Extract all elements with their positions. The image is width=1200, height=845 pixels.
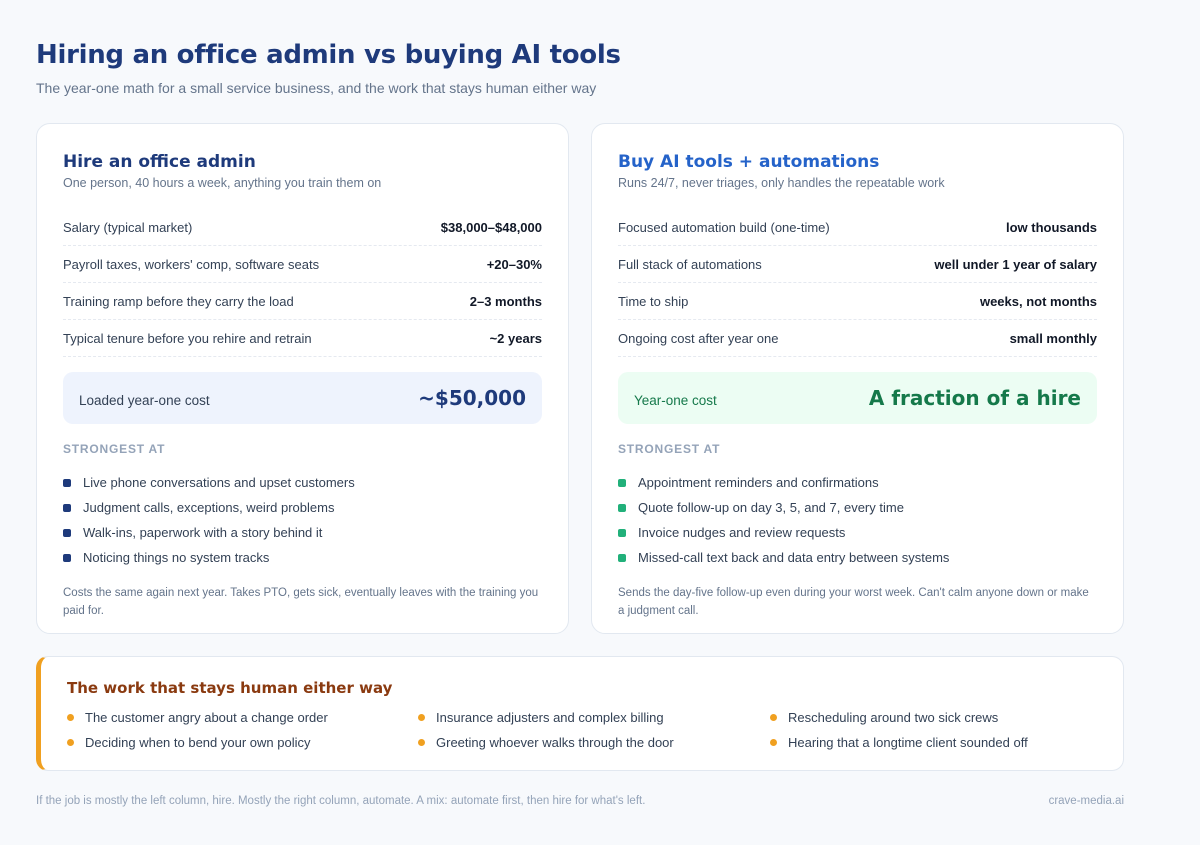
cost-row-value: $38,000–$48,000 [440,219,542,235]
total-cost-value: A fraction of a hire [868,386,1081,410]
cost-row: Training ramp before they carry the load… [63,283,542,320]
list-item-text: Walk-ins, paperwork with a story behind … [83,525,323,540]
page-subtitle: The year-one math for a small service bu… [36,80,597,96]
dot-bullet-icon [770,713,777,721]
dot-bullet-icon [770,738,777,746]
card-title: Buy AI tools + automations [618,152,880,172]
footer-domain: crave-media.ai [1048,795,1124,807]
list-item-text: Quote follow-up on day 3, 5, and 7, ever… [638,500,904,515]
cost-rows: Focused automation build (one-time) low … [618,209,1097,357]
square-bullet-icon [63,503,71,512]
human-work-panel: The work that stays human either way The… [36,656,1124,771]
strongest-at-label: STRONGEST AT [618,442,721,456]
square-bullet-icon [618,503,626,512]
list-item-text: Judgment calls, exceptions, weird proble… [83,500,335,515]
card-title: Hire an office admin [63,152,256,172]
total-cost-value: ~$50,000 [418,386,526,410]
square-bullet-icon [63,478,71,487]
list-item: Judgment calls, exceptions, weird proble… [63,495,542,520]
cost-row-label: Typical tenure before you rehire and ret… [63,330,312,346]
cost-row-value: well under 1 year of salary [934,256,1097,272]
cost-row-value: 2–3 months [469,293,542,309]
total-cost-box: Year-one cost A fraction of a hire [618,372,1097,424]
list-item: Appointment reminders and confirmations [618,470,1097,495]
cost-row: Time to ship weeks, not months [618,283,1097,320]
cost-row-label: Salary (typical market) [63,219,193,235]
list-item: Noticing things no system tracks [63,545,542,570]
list-item-text: Deciding when to bend your own policy [85,734,311,750]
card-note: Sends the day-five follow-up even during… [618,587,1089,617]
list-item-text: Greeting whoever walks through the door [436,734,674,750]
cost-row-value: ~2 years [489,330,542,346]
human-work-title: The work that stays human either way [67,679,393,697]
list-item-text: Appointment reminders and confirmations [638,475,879,490]
cost-row-value: +20–30% [486,256,542,272]
strongest-list: Appointment reminders and confirmations … [618,470,1097,570]
card-subtitle: One person, 40 hours a week, anything yo… [63,176,382,190]
cost-row-label: Payroll taxes, workers' comp, software s… [63,256,320,272]
square-bullet-icon [63,553,71,562]
cost-row: Focused automation build (one-time) low … [618,209,1097,246]
cost-row: Full stack of automations well under 1 y… [618,246,1097,283]
total-cost-label: Loaded year-one cost [79,392,210,408]
list-item: Rescheduling around two sick crews [770,708,1090,726]
list-item: Quote follow-up on day 3, 5, and 7, ever… [618,495,1097,520]
list-item: The customer angry about a change order [67,708,418,726]
square-bullet-icon [618,553,626,562]
footer-note: If the job is mostly the left column, hi… [36,795,646,807]
cost-row: Ongoing cost after year one small monthl… [618,320,1097,357]
cost-row-label: Ongoing cost after year one [618,330,779,346]
cost-row-value: weeks, not months [979,293,1097,309]
human-work-list: The customer angry about a change order … [67,708,1123,751]
strongest-list: Live phone conversations and upset custo… [63,470,542,570]
list-item-text: Insurance adjusters and complex billing [436,709,664,725]
cost-row-label: Full stack of automations [618,256,762,272]
card-subtitle: Runs 24/7, never triages, only handles t… [618,176,945,190]
list-item-text: Live phone conversations and upset custo… [83,475,355,490]
list-item-text: Missed-call text back and data entry bet… [638,550,950,565]
total-cost-label: Year-one cost [634,392,717,408]
cost-rows: Salary (typical market) $38,000–$48,000 … [63,209,542,357]
card-note: Costs the same again next year. Takes PT… [63,587,539,617]
list-item-text: The customer angry about a change order [85,709,328,725]
cost-row-label: Focused automation build (one-time) [618,219,830,235]
cost-row-label: Training ramp before they carry the load [63,293,294,309]
list-item-text: Noticing things no system tracks [83,550,270,565]
list-item-text: Hearing that a longtime client sounded o… [788,734,1028,750]
list-item: Hearing that a longtime client sounded o… [770,733,1090,751]
cost-row: Typical tenure before you rehire and ret… [63,320,542,357]
dot-bullet-icon [67,738,74,746]
cost-row: Salary (typical market) $38,000–$48,000 [63,209,542,246]
page-title: Hiring an office admin vs buying AI tool… [36,40,621,70]
list-item: Walk-ins, paperwork with a story behind … [63,520,542,545]
cost-row-value: low thousands [1006,219,1097,235]
dot-bullet-icon [418,713,425,721]
list-item: Greeting whoever walks through the door [418,733,770,751]
list-item-text: Invoice nudges and review requests [638,525,846,540]
hire-admin-card: Hire an office admin One person, 40 hour… [36,123,569,634]
square-bullet-icon [618,528,626,537]
buy-ai-card: Buy AI tools + automations Runs 24/7, ne… [591,123,1124,634]
list-item: Invoice nudges and review requests [618,520,1097,545]
square-bullet-icon [618,478,626,487]
square-bullet-icon [63,528,71,537]
list-item: Missed-call text back and data entry bet… [618,545,1097,570]
strongest-at-label: STRONGEST AT [63,442,166,456]
total-cost-box: Loaded year-one cost ~$50,000 [63,372,542,424]
list-item-text: Rescheduling around two sick crews [788,709,999,725]
dot-bullet-icon [418,738,425,746]
list-item: Insurance adjusters and complex billing [418,708,770,726]
cost-row-label: Time to ship [618,293,689,309]
list-item: Deciding when to bend your own policy [67,733,418,751]
cost-row-value: small monthly [1009,330,1097,346]
list-item: Live phone conversations and upset custo… [63,470,542,495]
dot-bullet-icon [67,713,74,721]
cost-row: Payroll taxes, workers' comp, software s… [63,246,542,283]
